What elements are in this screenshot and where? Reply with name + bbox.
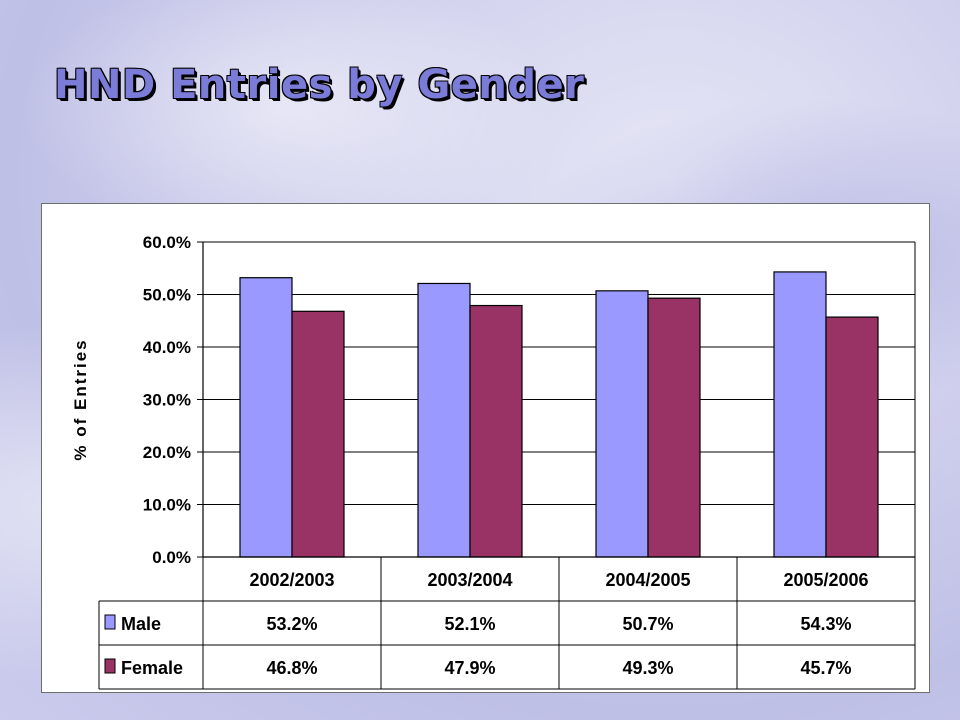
y-tick-label: 40.0% — [143, 338, 191, 357]
legend-label-male: Male — [121, 614, 161, 634]
legend-swatch-male — [104, 614, 116, 630]
y-tick-label: 20.0% — [143, 443, 191, 462]
data-label-male: 53.2% — [266, 614, 317, 634]
category-label: 2003/2004 — [427, 570, 512, 590]
bars — [239, 271, 879, 558]
bar-female — [291, 310, 345, 558]
data-label-male: 54.3% — [800, 614, 851, 634]
data-label-female: 45.7% — [800, 658, 851, 678]
category-label: 2004/2005 — [605, 570, 690, 590]
data-label-female: 47.9% — [444, 658, 495, 678]
data-table: 2002/2003 2003/2004 2004/2005 2005/2006 Male… — [98, 557, 916, 690]
y-tick-label: 30.0% — [143, 391, 191, 410]
y-tick-label: 0.0% — [152, 548, 191, 567]
data-label-male: 52.1% — [444, 614, 495, 634]
bar-male — [595, 290, 649, 558]
bar-female — [469, 304, 523, 558]
y-axis-ticks: 0.0% 10.0% 20.0% 30.0% 40.0% 50.0% 60.0% — [143, 233, 203, 567]
bar-female — [647, 297, 701, 558]
data-label-female: 46.8% — [266, 658, 317, 678]
bar-male — [239, 277, 293, 558]
bar-male — [417, 282, 471, 558]
bar-chart: 0.0% 10.0% 20.0% 30.0% 40.0% 50.0% 60.0% 2002/… — [71, 233, 916, 690]
bar-female — [825, 316, 879, 558]
data-label-male: 50.7% — [622, 614, 673, 634]
category-label: 2002/2003 — [249, 570, 334, 590]
data-label-female: 49.3% — [622, 658, 673, 678]
legend-swatch-female — [104, 658, 116, 674]
slide-title: HND Entries by Gender — [54, 62, 585, 108]
category-label: 2005/2006 — [783, 570, 868, 590]
legend-label-female: Female — [121, 658, 183, 678]
y-tick-label: 10.0% — [143, 496, 191, 515]
chart-frame: 0.0% 10.0% 20.0% 30.0% 40.0% 50.0% 60.0% 2002/… — [41, 203, 930, 693]
y-axis-title: % of Entries — [71, 338, 90, 460]
bar-male — [773, 271, 827, 558]
y-tick-label: 60.0% — [143, 233, 191, 252]
y-tick-label: 50.0% — [143, 286, 191, 305]
